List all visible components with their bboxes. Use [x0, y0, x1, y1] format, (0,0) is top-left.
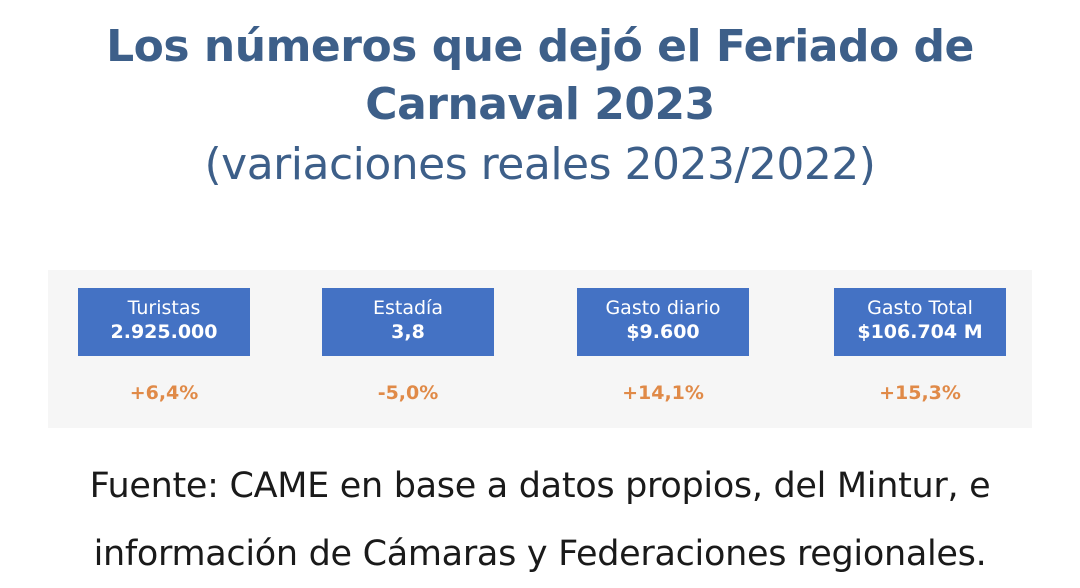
metric-label: Estadía [373, 297, 443, 319]
metric-value: $9.600 [626, 321, 700, 343]
title-line-2: Carnaval 2023 [365, 79, 715, 130]
title-block: Los números que dejó el Feriado de Carna… [0, 18, 1080, 196]
metric-card-turistas: Turistas 2.925.000 [78, 288, 250, 356]
metric-label: Gasto diario [605, 297, 721, 319]
metrics-panel: Turistas 2.925.000 +6,4% Estadía 3,8 -5,… [48, 270, 1032, 428]
metric-variation-turistas: +6,4% [129, 382, 199, 404]
metric-value: $106.704 M [857, 321, 983, 343]
metric-value: 3,8 [391, 321, 425, 343]
source-line-2: información de Cámaras y Federaciones re… [93, 534, 987, 574]
metric-value: 2.925.000 [110, 321, 218, 343]
source-note: Fuente: CAME en base a datos propios, de… [0, 452, 1080, 588]
metric-label: Turistas [127, 297, 201, 319]
title-line-1: Los números que dejó el Feriado de [106, 21, 974, 72]
metric-variation-estadia: -5,0% [377, 382, 439, 404]
metric-variation-gasto-total: +15,3% [879, 382, 961, 404]
metric-card-gasto-total: Gasto Total $106.704 M [834, 288, 1006, 356]
metric-label: Gasto Total [867, 297, 973, 319]
metric-variation-gasto-diario: +14,1% [622, 382, 704, 404]
metric-card-estadia: Estadía 3,8 [322, 288, 494, 356]
subtitle: (variaciones reales 2023/2022) [204, 139, 876, 190]
source-line-1: Fuente: CAME en base a datos propios, de… [89, 466, 991, 506]
metric-card-gasto-diario: Gasto diario $9.600 [577, 288, 749, 356]
